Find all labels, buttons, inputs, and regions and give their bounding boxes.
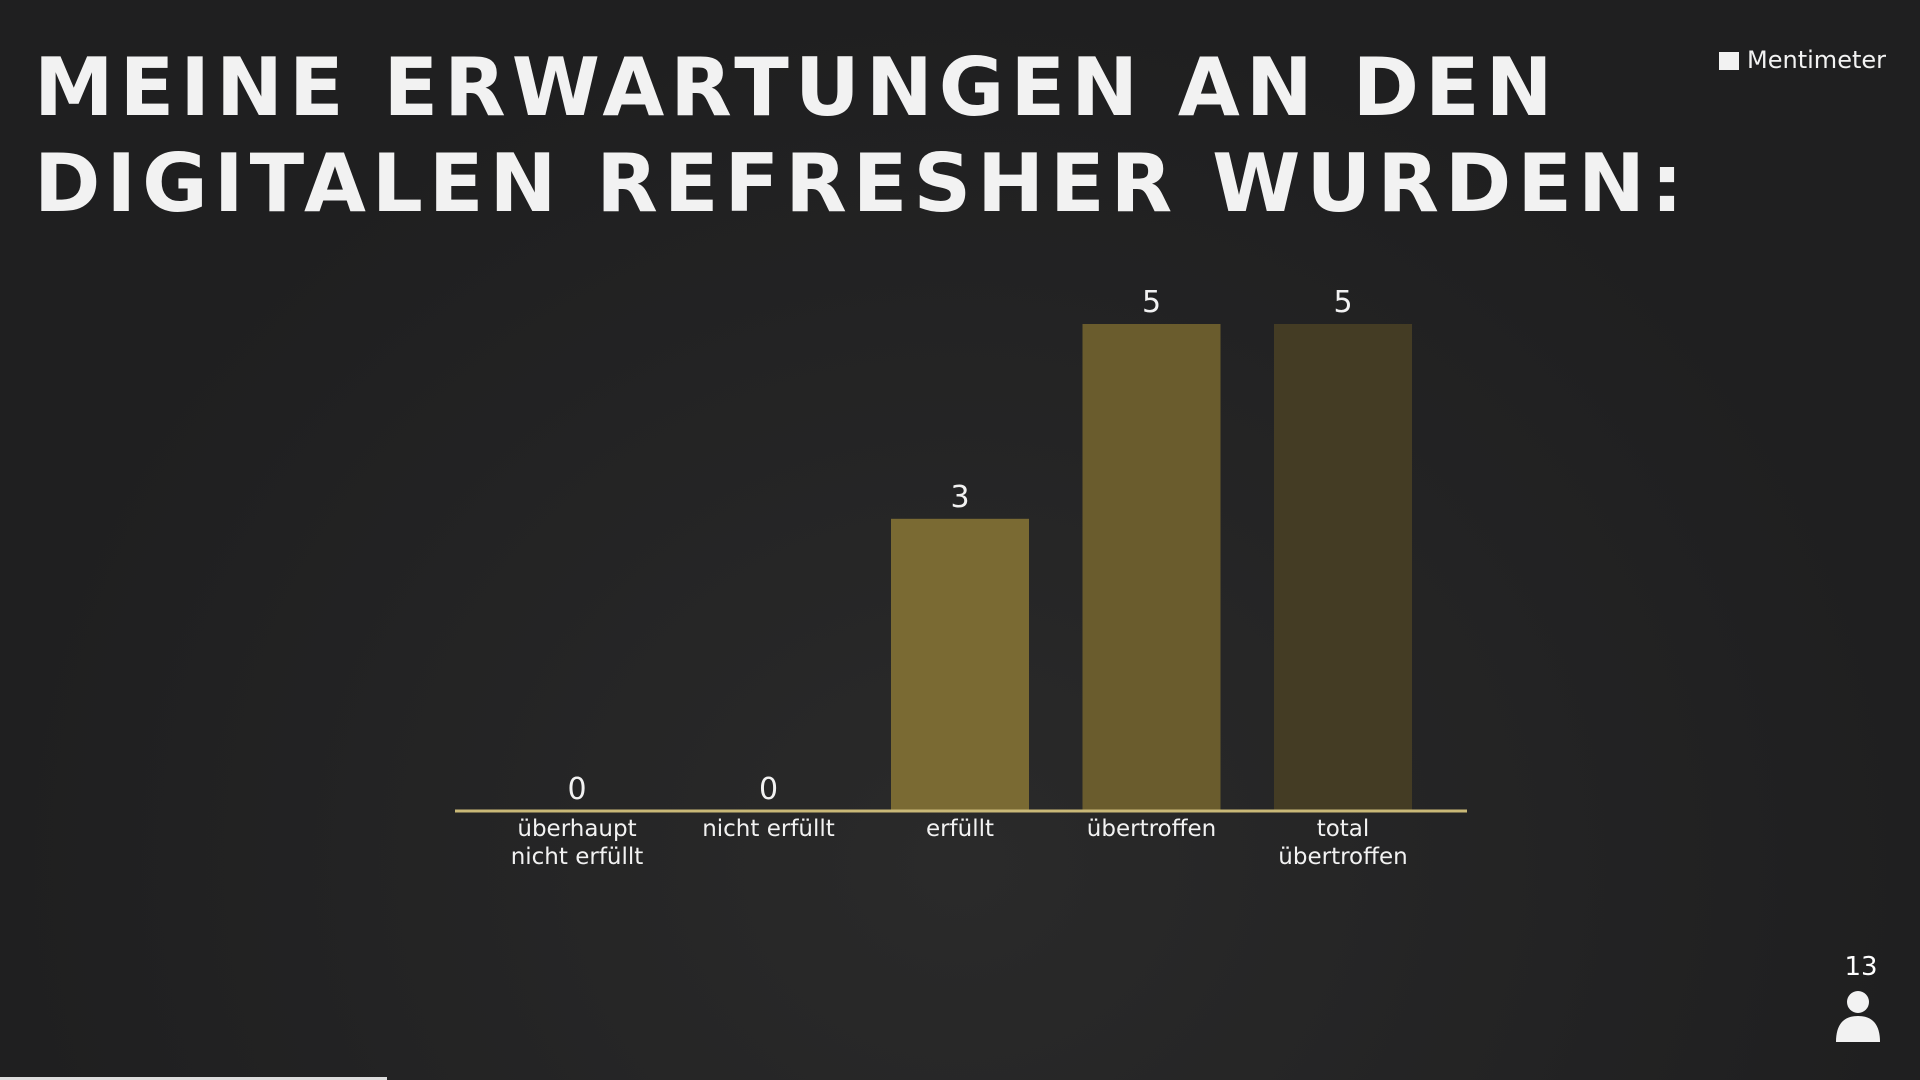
bar — [1082, 324, 1221, 811]
title-line: MEINE ERWARTUNGEN AN DEN — [34, 41, 1559, 134]
bar — [1274, 324, 1412, 811]
participant-icon — [1836, 991, 1880, 1042]
value-label: 0 — [759, 772, 778, 807]
category-label: überhaupt nicht erfüllt — [510, 816, 644, 870]
category-label: übertroffen — [1086, 816, 1217, 842]
brand-logo: Mentimeter — [1719, 46, 1886, 74]
value-label: 5 — [1333, 285, 1352, 320]
category-label: erfüllt — [925, 816, 995, 842]
category-label: total übertroffen — [1278, 816, 1408, 870]
category-label: nicht erfüllt — [702, 816, 835, 842]
value-label: 0 — [567, 772, 586, 807]
value-label: 5 — [1142, 285, 1161, 320]
value-label: 3 — [950, 480, 969, 515]
title: MEINE ERWARTUNGEN AN DEN DIGITALEN REFRE… — [34, 40, 1689, 232]
participant-count: 13 — [1844, 952, 1878, 982]
bar — [891, 518, 1029, 811]
progress-bar — [0, 1077, 387, 1080]
title-line: DIGITALEN REFRESHER WURDEN: — [34, 137, 1689, 230]
